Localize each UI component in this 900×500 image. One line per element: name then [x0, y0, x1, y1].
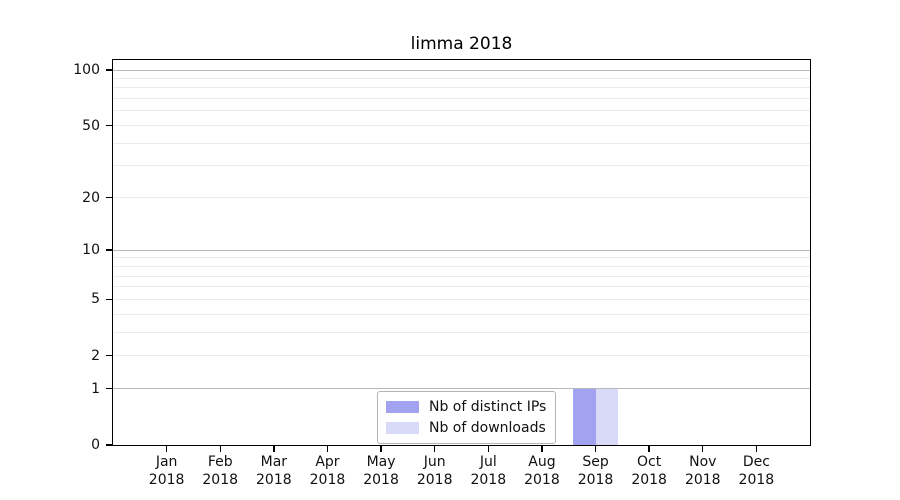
- y-tick-label: 100: [73, 62, 100, 78]
- x-tick-month: Oct: [637, 454, 662, 470]
- x-tick-month: Jun: [423, 454, 446, 470]
- gridline-minor: [113, 142, 810, 144]
- legend-label-downloads: Nb of downloads: [429, 420, 546, 436]
- gridline-minor: [113, 110, 810, 112]
- x-tick-year: 2018: [416, 472, 453, 488]
- x-tick-year: 2018: [256, 472, 292, 488]
- x-tick: [219, 446, 221, 452]
- y-axis: 0 1 2 5 10 20 50 100: [0, 60, 112, 453]
- x-tick-month: Sep: [582, 454, 609, 470]
- gridline-minor: [113, 331, 810, 333]
- gridline-minor: [113, 286, 810, 288]
- legend-label-distinct-ips: Nb of distinct IPs: [429, 399, 547, 415]
- y-tick-label: 10: [82, 242, 100, 259]
- y-tick-label: 1: [91, 380, 100, 397]
- y-tick: [106, 196, 112, 199]
- y-tick: [106, 298, 112, 301]
- y-tick: [106, 355, 112, 357]
- x-tick-year: 2018: [738, 472, 775, 488]
- x-tick-year: 2018: [684, 472, 721, 488]
- y-tick-label: 50: [82, 117, 100, 134]
- x-tick-month: May: [366, 454, 396, 470]
- x-tick-year: 2018: [148, 472, 185, 488]
- x-axis: Jan 2018 Feb 2018 Mar 2018 Apr 2018 May 2018 Jun 20…: [113, 446, 810, 498]
- y-tick: [106, 444, 112, 446]
- x-tick-month: Jul: [479, 454, 497, 470]
- y-tick: [106, 387, 112, 390]
- x-tick-month: Dec: [742, 454, 770, 470]
- gridline-minor: [113, 197, 810, 199]
- gridline-minor: [113, 265, 810, 267]
- x-tick: [380, 446, 382, 452]
- y-tick-label: 20: [82, 189, 100, 206]
- x-tick: [165, 446, 168, 452]
- x-tick-year: 2018: [363, 472, 399, 488]
- chart-title: limma 2018: [410, 34, 513, 54]
- x-tick: [273, 446, 275, 452]
- x-tick-label: Nov 2018: [671, 453, 735, 489]
- gridline-minor: [113, 165, 810, 167]
- legend-item-downloads: Nb of downloads: [386, 419, 547, 437]
- x-tick-year: 2018: [202, 472, 239, 488]
- y-tick: [106, 124, 112, 127]
- x-tick-year: 2018: [309, 472, 346, 488]
- gridline-major: [113, 388, 810, 390]
- legend-swatch-downloads: [386, 422, 419, 434]
- x-tick: [755, 446, 758, 452]
- gridline-minor: [113, 87, 810, 89]
- x-tick-month: Aug: [528, 454, 556, 470]
- x-tick: [541, 446, 543, 452]
- x-tick: [648, 446, 650, 452]
- x-tick: [487, 446, 489, 452]
- x-tick-month: Apr: [315, 454, 340, 470]
- plot-area: [112, 59, 811, 446]
- x-tick-label: Apr 2018: [295, 453, 359, 489]
- gridline-minor: [113, 125, 810, 127]
- legend: Nb of distinct IPs Nb of downloads: [377, 391, 556, 444]
- bar-nb-of-distinct-ips: [572, 388, 596, 445]
- gridline-major: [113, 69, 810, 71]
- x-tick-label: Jun 2018: [403, 453, 467, 489]
- bar-nb-of-downloads: [595, 388, 619, 445]
- x-tick: [702, 446, 704, 452]
- x-tick-label: Feb 2018: [188, 453, 252, 489]
- y-tick: [106, 249, 112, 251]
- x-tick-month: Feb: [207, 454, 233, 470]
- x-tick-label: Jan 2018: [135, 453, 199, 489]
- gridline-major: [113, 249, 810, 251]
- legend-swatch-distinct-ips: [386, 401, 419, 413]
- gridline-minor: [113, 298, 810, 300]
- x-tick-month: Nov: [689, 454, 717, 470]
- x-tick-year: 2018: [524, 472, 560, 488]
- x-tick-label: Aug 2018: [510, 453, 574, 489]
- y-tick-label: 2: [91, 347, 100, 364]
- gridline-minor: [113, 355, 810, 357]
- gridline-minor: [113, 275, 810, 277]
- x-tick-label: May 2018: [349, 453, 413, 489]
- y-tick: [106, 69, 112, 71]
- x-tick: [594, 446, 597, 452]
- gridline-minor: [113, 98, 810, 100]
- x-tick-year: 2018: [631, 472, 667, 488]
- gridline-minor: [113, 313, 810, 315]
- x-tick: [433, 446, 436, 452]
- x-tick-year: 2018: [470, 472, 507, 488]
- x-tick-label: Oct 2018: [617, 453, 681, 489]
- x-tick-label: Dec 2018: [724, 453, 788, 489]
- x-tick: [326, 446, 329, 452]
- x-tick-label: Mar 2018: [242, 453, 306, 489]
- x-tick-label: Jul 2018: [456, 453, 520, 489]
- y-tick-label: 0: [91, 437, 100, 453]
- x-tick-label: Sep 2018: [564, 453, 628, 489]
- gridline-minor: [113, 257, 810, 259]
- legend-item-distinct-ips: Nb of distinct IPs: [386, 398, 547, 416]
- gridline-minor: [113, 77, 810, 79]
- x-tick-month: Mar: [260, 454, 288, 470]
- x-tick-year: 2018: [577, 472, 614, 488]
- y-tick-label: 5: [91, 291, 100, 308]
- x-tick-month: Jan: [155, 454, 178, 470]
